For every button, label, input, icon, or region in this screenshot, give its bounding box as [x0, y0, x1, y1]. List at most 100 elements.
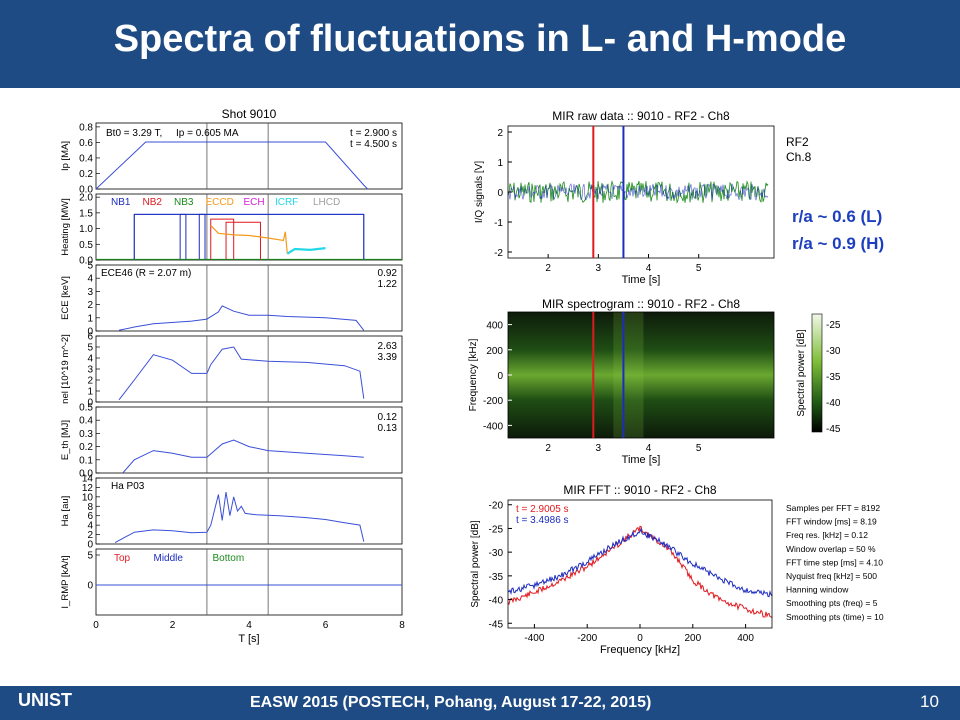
x-tick-label: -400 — [524, 633, 544, 644]
y-tick-label: 0.3 — [79, 429, 93, 440]
panel-frame — [95, 548, 403, 616]
y-axis-label: I_RMP [kA/t] — [60, 555, 71, 608]
x-tick-label: 6 — [323, 620, 329, 631]
shot-timeseries-chart: Shot 9010 0.0 0.2 0.4 0.6 0.8 Ip [MA] Bt0 = 3.2… — [60, 107, 405, 645]
y-tick-label: 0 — [87, 581, 93, 592]
x-tick-label: 8 — [399, 620, 405, 631]
y-tick-label: 1 — [87, 313, 93, 324]
y-tick-label: 0.0 — [79, 185, 93, 196]
y-tick-label: 1.0 — [79, 224, 93, 235]
x-axis-label: Frequency [kHz] — [600, 644, 680, 656]
colorbar-label: Spectral power [dB] — [796, 329, 807, 416]
trace-line — [118, 346, 365, 401]
heating-waveform — [225, 221, 261, 260]
heating-waveform — [133, 213, 365, 260]
y-tick-label: 6 — [87, 511, 93, 522]
heating-legend-entry: ICRF — [275, 197, 298, 208]
plot-annotation: 0.92 — [378, 268, 398, 279]
trace-line — [122, 439, 364, 474]
y-axis-label: I/Q signals [V] — [474, 161, 485, 223]
panel-frame — [95, 264, 403, 332]
y-tick-label: 4 — [87, 521, 93, 532]
y-tick-label: 5 — [87, 343, 93, 354]
panel-frame — [95, 193, 403, 261]
raw-signal-line — [507, 183, 769, 201]
y-tick-label: -20 — [489, 501, 504, 512]
y-tick-label: -45 — [489, 619, 504, 630]
x-tick-label: 4 — [246, 620, 252, 631]
heating-legend-entry: NB3 — [174, 197, 194, 208]
y-tick-label: 0.0 — [79, 256, 93, 267]
mir-raw-chart: MIR raw data :: 9010 - RF2 - Ch8-2-10122… — [474, 109, 812, 286]
y-tick-label: 14 — [82, 474, 94, 485]
y-tick-label: 2 — [87, 530, 93, 541]
y-tick-label: 6 — [87, 332, 93, 343]
y-tick-label: 3 — [87, 287, 93, 298]
x-tick-label: 2 — [170, 620, 176, 631]
x-axis-label: Time [s] — [622, 454, 661, 466]
heating-legend-entry: ECH — [244, 197, 265, 208]
x-tick-label: 2 — [545, 443, 551, 454]
y-tick-label: 0 — [497, 371, 503, 382]
colorbar-tick-label: -30 — [826, 346, 841, 357]
x-tick-label: 5 — [696, 263, 702, 274]
x-tick-label: 3 — [596, 263, 602, 274]
y-tick-label: 5 — [87, 261, 93, 272]
y-tick-label: 200 — [486, 346, 503, 357]
y-tick-label: 0.4 — [79, 416, 93, 427]
y-tick-label: -2 — [494, 248, 503, 259]
panel-frame — [95, 122, 403, 190]
fft-title: MIR FFT :: 9010 - RF2 - Ch8 — [563, 483, 716, 497]
spectrogram-title: MIR spectrogram :: 9010 - RF2 - Ch8 — [542, 297, 740, 311]
shot-title: Shot 9010 — [222, 107, 277, 121]
y-axis-label: Heating [MW] — [60, 198, 71, 256]
y-axis-label: Spectral power [dB] — [470, 520, 481, 607]
y-tick-label: 4 — [87, 274, 93, 285]
colorbar — [811, 313, 823, 433]
raw-signal-line — [507, 179, 769, 204]
radius-label-L: r/a ~ 0.6 (L) — [792, 207, 883, 226]
x-axis-label: Time [s] — [622, 274, 661, 286]
colorbar-tick-label: -40 — [826, 398, 841, 409]
fft-parameter: FFT window [ms] = 8.19 — [786, 517, 877, 527]
y-tick-label: 400 — [486, 321, 503, 332]
y-axis-label: Ip [MA] — [60, 141, 71, 171]
x-axis-label: T [s] — [238, 633, 259, 645]
trace-line — [95, 141, 368, 190]
y-tick-label: 1.5 — [79, 208, 93, 219]
icrf-waveform — [286, 247, 326, 255]
fft-parameter: FFT time step [ms] = 4.10 — [786, 557, 883, 567]
fft-series-line — [507, 527, 773, 598]
heating-legend-entry: NB2 — [143, 197, 163, 208]
heating-waveform — [210, 218, 235, 260]
x-tick-label: 4 — [646, 443, 652, 454]
rmp-legend-entry: Bottom — [213, 553, 245, 564]
y-tick-label: 0.5 — [79, 240, 93, 251]
y-tick-label: -200 — [483, 396, 503, 407]
x-tick-label: 4 — [646, 263, 652, 274]
fft-parameter: Hanning window — [786, 585, 849, 595]
y-tick-label: 10 — [82, 492, 94, 503]
y-tick-label: 0.1 — [79, 455, 93, 466]
trace-line — [133, 213, 365, 260]
y-tick-label: -30 — [489, 548, 504, 559]
y-tick-label: 12 — [82, 483, 94, 494]
radius-label-H: r/a ~ 0.9 (H) — [792, 234, 885, 253]
x-tick-label: 5 — [696, 443, 702, 454]
y-tick-label: -1 — [494, 218, 503, 229]
colorbar-tick-label: -45 — [826, 424, 841, 435]
y-tick-label: 0 — [87, 398, 93, 409]
y-axis-label: E_th [MJ] — [60, 420, 71, 460]
y-tick-label: 0.5 — [79, 403, 93, 414]
slide-title: Spectra of fluctuations in L- and H-mode — [113, 18, 847, 60]
footer-org: UNIST — [18, 690, 72, 710]
x-tick-label: 0 — [93, 620, 99, 631]
fft-parameter: Freq res. [kHz] = 0.12 — [786, 530, 868, 540]
y-tick-label: 3 — [87, 365, 93, 376]
fft-parameter: Nyquist freq [kHz] = 500 — [786, 571, 877, 581]
panel-frame — [95, 406, 403, 474]
x-tick-label: 0 — [637, 633, 643, 644]
y-axis-label: Frequency [kHz] — [468, 338, 479, 411]
y-tick-label: -40 — [489, 596, 504, 607]
